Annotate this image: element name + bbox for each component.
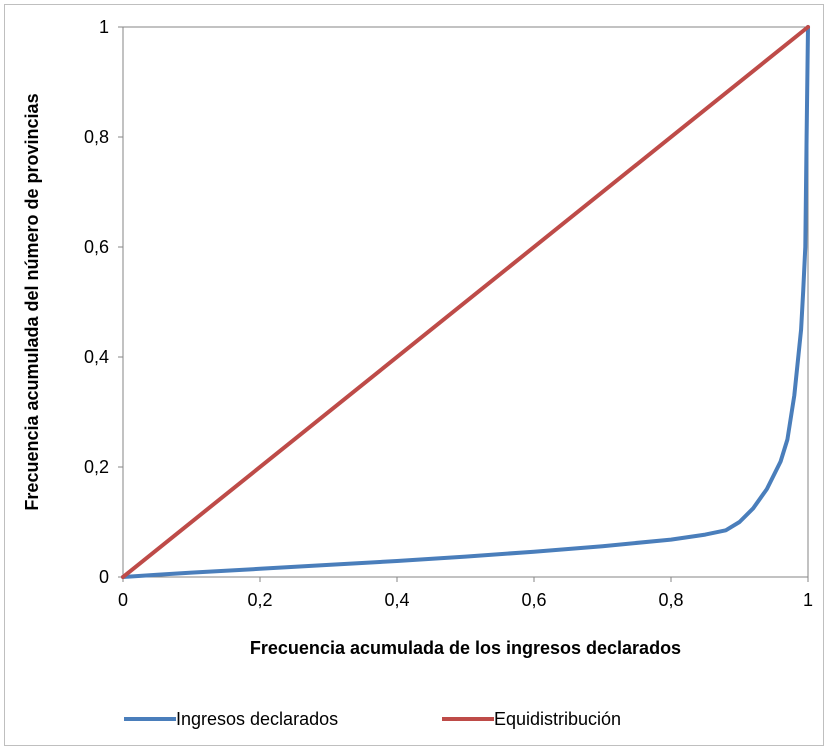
legend-label-ingresos: Ingresos declarados bbox=[176, 709, 338, 729]
x-axis-title: Frecuencia acumulada de los ingresos dec… bbox=[250, 638, 681, 658]
x-tick-label: 0,2 bbox=[247, 590, 272, 610]
y-tick-label: 0,4 bbox=[84, 347, 109, 367]
y-tick-label: 0,2 bbox=[84, 457, 109, 477]
y-tick-label: 0,8 bbox=[84, 127, 109, 147]
x-tick-label: 0,4 bbox=[384, 590, 409, 610]
series-line-ingresos bbox=[121, 25, 810, 579]
y-axis: 0 0,2 0,4 0,6 0,8 1 bbox=[84, 17, 123, 587]
y-tick-label: 0 bbox=[99, 567, 109, 587]
y-axis-title: Frecuencia acumulada del número de provi… bbox=[22, 93, 42, 510]
legend-label-equidistribucion: Equidistribución bbox=[494, 709, 621, 729]
legend: Ingresos declarados Equidistribución bbox=[124, 709, 621, 729]
x-axis: 0 0,2 0,4 0,6 0,8 1 bbox=[118, 577, 813, 610]
series-layer bbox=[121, 25, 810, 579]
y-tick-label: 1 bbox=[99, 17, 109, 37]
x-tick-label: 0 bbox=[118, 590, 128, 610]
x-tick-label: 1 bbox=[803, 590, 813, 610]
x-tick-label: 0,6 bbox=[521, 590, 546, 610]
y-tick-label: 0,6 bbox=[84, 237, 109, 257]
series-line-equidistribucion bbox=[121, 25, 810, 579]
x-tick-label: 0,8 bbox=[658, 590, 683, 610]
